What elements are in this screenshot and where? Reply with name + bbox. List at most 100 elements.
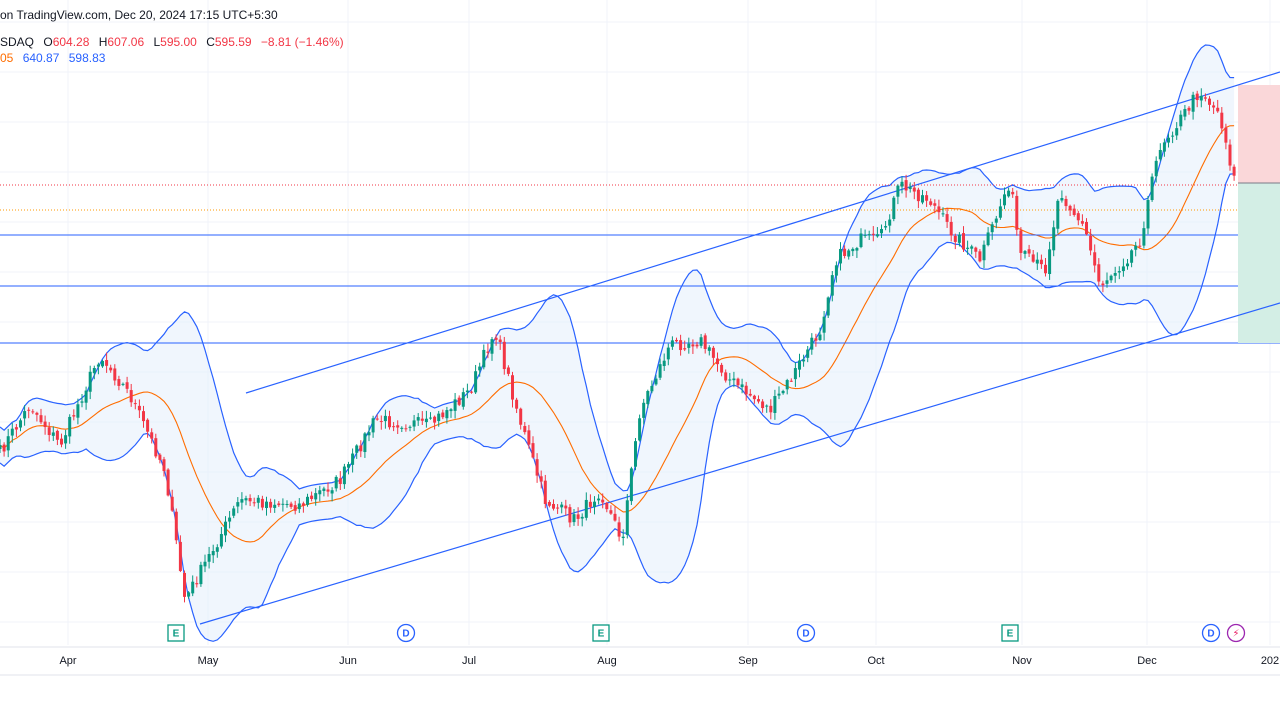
candle-body: [1179, 114, 1183, 127]
dividend-marker[interactable]: D: [796, 623, 816, 643]
candle-body: [1142, 228, 1146, 246]
candle-body: [248, 497, 252, 502]
candle-body: [1191, 94, 1195, 112]
candle-body: [826, 297, 830, 316]
candle-body: [60, 438, 63, 445]
horizontal-levels[interactable]: [0, 184, 1280, 344]
candle-body: [646, 391, 650, 405]
candle-body: [597, 498, 601, 501]
bb-background: [0, 45, 1235, 642]
candle-body: [96, 364, 100, 367]
dividend-marker[interactable]: D: [1201, 623, 1221, 643]
candle-body: [306, 496, 309, 505]
bollinger-legend: 05 640.87 598.83: [0, 51, 105, 65]
candle-body: [1158, 149, 1162, 160]
exchange-name: SDAQ: [0, 35, 35, 49]
candle-body: [720, 364, 724, 373]
candle-body: [371, 418, 375, 433]
candle-body: [1171, 135, 1175, 137]
candle-body: [834, 265, 838, 276]
candle-body: [43, 421, 47, 428]
candle-body: [269, 501, 273, 508]
candle-body: [334, 476, 338, 489]
candle-body: [1052, 227, 1056, 251]
candle-body: [539, 476, 543, 482]
candle-body: [125, 382, 129, 389]
candle-body: [949, 221, 953, 236]
candle-body: [92, 368, 96, 374]
candle-body: [379, 421, 383, 423]
candle-body: [72, 415, 76, 417]
price-channel[interactable]: [199, 71, 1280, 625]
x-tick-label: Aug: [597, 655, 617, 667]
candle-body: [482, 349, 486, 368]
candle-body: [453, 399, 457, 411]
candle-body: [461, 392, 465, 407]
candle-body: [921, 195, 924, 203]
candle-body: [814, 338, 818, 341]
candle-body: [191, 581, 195, 594]
candle-body: [105, 360, 109, 366]
candle-body: [310, 495, 314, 499]
dividend-glyph: D: [402, 629, 409, 640]
candle-body: [0, 445, 2, 450]
candle-body: [68, 416, 72, 437]
candle-body: [318, 490, 322, 495]
candle-body: [429, 417, 432, 419]
earnings-marker[interactable]: E: [1001, 624, 1019, 642]
candle-body: [2, 444, 6, 452]
candle-body: [109, 367, 113, 371]
candle-body: [1085, 221, 1088, 235]
earnings-marker[interactable]: E: [592, 624, 610, 642]
candle-body: [150, 432, 154, 439]
candle-body: [244, 498, 248, 501]
channel-upper-line: [245, 71, 1280, 394]
candle-body: [1203, 97, 1207, 99]
event-markers[interactable]: E D E D E D ⚡: [167, 623, 1246, 643]
low-value: 595.00: [160, 35, 197, 49]
candle-body: [27, 409, 31, 411]
source-attribution: on TradingView.com, Dec 20, 2024 17:15 U…: [0, 8, 278, 22]
candle-body: [1154, 160, 1158, 177]
candle-body: [1044, 264, 1047, 274]
candle-body: [711, 347, 715, 358]
candle-body: [871, 233, 875, 235]
candle-body: [658, 364, 662, 378]
candle-body: [1224, 127, 1228, 143]
candle-body: [76, 404, 80, 418]
short-position-tool[interactable]: [1238, 85, 1280, 343]
candle-body: [1023, 251, 1027, 254]
candle-body: [1195, 93, 1199, 101]
candle-body: [420, 418, 424, 421]
earnings-badge: [592, 624, 610, 642]
candle-body: [744, 385, 748, 395]
time-axis[interactable]: Apr May Jun Jul Aug Sep Oct Nov Dec 202: [0, 646, 1280, 676]
candle-body: [211, 551, 215, 556]
candle-body: [101, 360, 104, 367]
open-value: 604.28: [52, 35, 90, 49]
candle-body: [470, 391, 473, 393]
candle-body: [174, 511, 178, 541]
candle-body: [925, 195, 929, 201]
candle-body: [322, 488, 326, 491]
earnings-marker[interactable]: E: [167, 624, 185, 642]
candle-body: [330, 490, 334, 494]
candle-body: [474, 371, 478, 393]
candle-body: [802, 359, 806, 362]
candle-body: [1068, 205, 1072, 211]
candle-body: [716, 358, 719, 365]
dividend-marker[interactable]: D: [396, 623, 416, 643]
candle-body: [158, 454, 162, 460]
candle-body: [1031, 254, 1035, 262]
candle-body: [601, 499, 605, 503]
candle-body: [974, 247, 978, 252]
split-marker[interactable]: ⚡: [1226, 623, 1246, 643]
candle-body: [994, 218, 998, 223]
candle-body: [1187, 107, 1191, 111]
candle-body: [1162, 142, 1166, 152]
candle-body: [986, 232, 990, 246]
candle-body: [1039, 259, 1043, 265]
candle-body: [14, 427, 18, 430]
candle-body: [904, 180, 908, 191]
